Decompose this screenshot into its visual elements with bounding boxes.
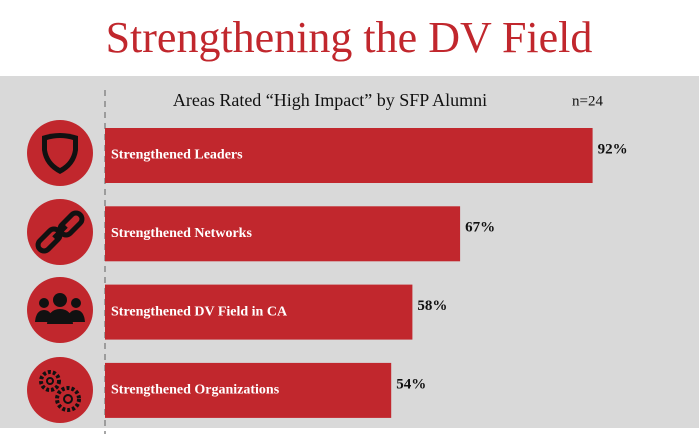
icon-gears xyxy=(27,357,93,423)
value-label: 54% xyxy=(396,376,426,392)
category-label: Strengthened Organizations xyxy=(111,383,280,398)
bottom-strip xyxy=(0,428,699,434)
category-label: Strengthened Leaders xyxy=(111,148,243,163)
sample-size: n=24 xyxy=(572,93,603,109)
value-label: 58% xyxy=(417,298,447,314)
bar xyxy=(105,362,392,418)
category-label: Strengthened DV Field in CA xyxy=(111,304,288,319)
value-label: 92% xyxy=(598,141,628,157)
bar xyxy=(105,284,413,340)
bar xyxy=(105,128,593,183)
chart-subtitle: Areas Rated “High Impact” by SFP Alumni xyxy=(173,90,487,110)
value-label: 67% xyxy=(465,220,495,236)
bar xyxy=(105,206,461,262)
category-label: Strengthened Networks xyxy=(111,226,252,241)
chart-title: Strengthening the DV Field xyxy=(106,13,593,62)
icon-people xyxy=(27,277,93,343)
title-banner xyxy=(0,0,699,76)
icon-chain xyxy=(27,199,93,265)
icon-shield xyxy=(27,120,93,186)
